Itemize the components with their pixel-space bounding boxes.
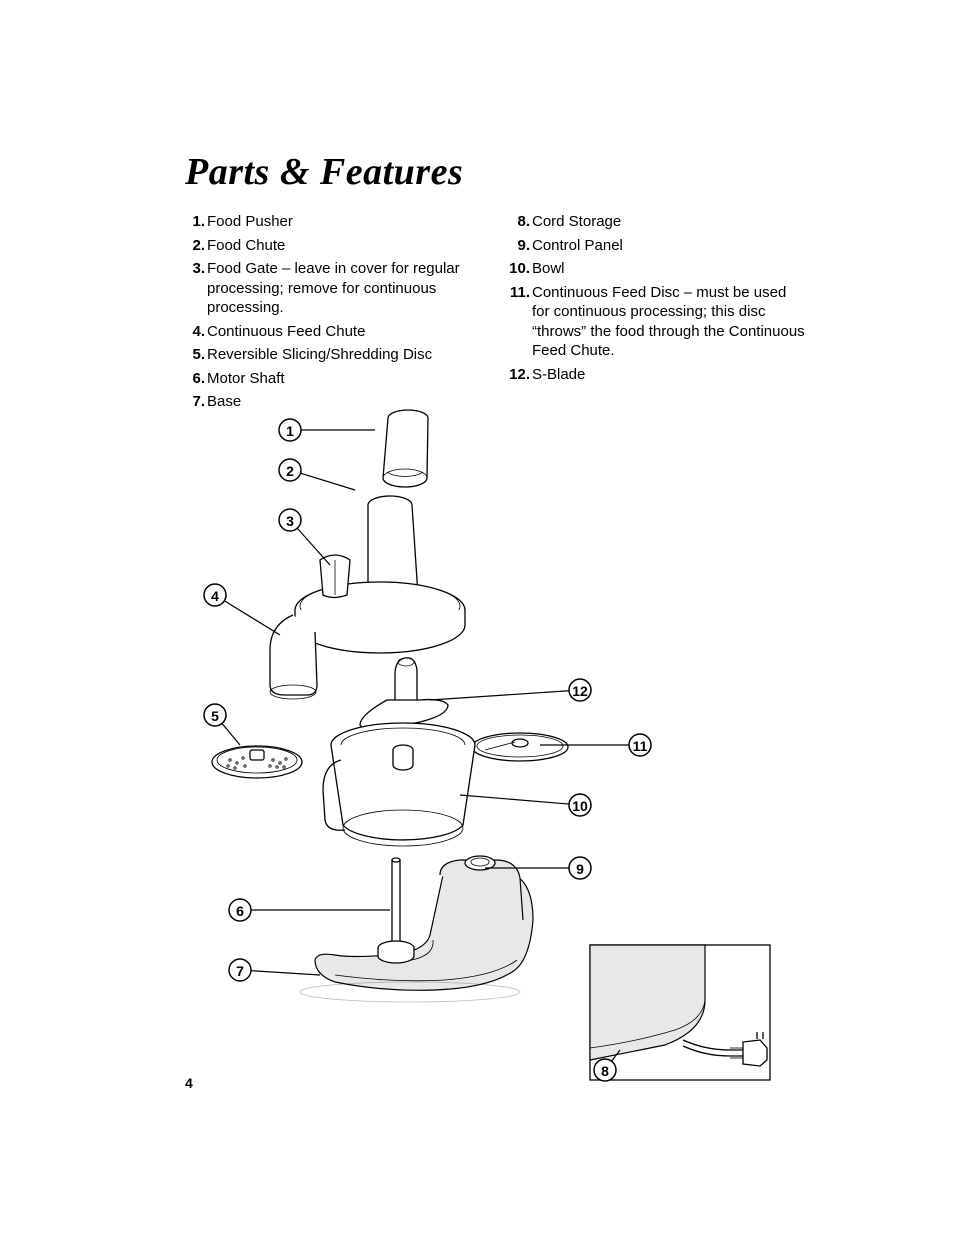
callout-leader [222, 723, 240, 745]
callout-number: 2 [286, 463, 294, 479]
callout-number: 5 [211, 708, 219, 724]
parts-list-right: 8.Cord Storage9.Control Panel10.Bowl11.C… [510, 212, 805, 416]
parts-list-number: 6. [185, 369, 205, 389]
parts-list-number: 10. [502, 259, 530, 279]
parts-list-number: 8. [510, 212, 530, 232]
parts-list-text: Food Pusher [207, 213, 293, 230]
callout-number: 7 [236, 963, 244, 979]
parts-list-text: Control Panel [532, 237, 623, 254]
parts-list-text: Reversible Slicing/Shredding Disc [207, 346, 432, 363]
parts-list-item: 3.Food Gate – leave in cover for regular… [185, 259, 480, 318]
callout-leader [297, 528, 330, 565]
callout-number: 12 [572, 683, 588, 699]
part-food-pusher [383, 410, 428, 487]
callout-number: 8 [601, 1063, 609, 1079]
parts-list-text: Motor Shaft [207, 370, 285, 387]
parts-list-number: 5. [185, 345, 205, 365]
parts-list-number: 4. [185, 322, 205, 342]
part-continuous-feed-disc [472, 733, 568, 761]
parts-list-text: Continuous Feed Disc – must be used for … [532, 284, 805, 360]
callout-number: 1 [286, 423, 294, 439]
callout-leader [251, 971, 320, 975]
part-base [300, 856, 533, 1002]
part-bowl [323, 723, 475, 846]
parts-list-text: S-Blade [532, 366, 585, 383]
parts-list-item: 9.Control Panel [510, 236, 805, 256]
callout-number: 4 [211, 588, 219, 604]
parts-list-text: Food Chute [207, 237, 285, 254]
part-reversible-disc [212, 746, 302, 778]
inset-cord-storage [590, 945, 770, 1080]
parts-list-text: Cord Storage [532, 213, 621, 230]
parts-list-item: 12.S-Blade [510, 365, 805, 385]
parts-list-number: 3. [185, 259, 205, 279]
callout-number: 6 [236, 903, 244, 919]
parts-list-item: 6.Motor Shaft [185, 369, 480, 389]
parts-list-item: 5.Reversible Slicing/Shredding Disc [185, 345, 480, 365]
parts-list-item: 10.Bowl [510, 259, 805, 279]
parts-list-item: 8.Cord Storage [510, 212, 805, 232]
parts-list-item: 11.Continuous Feed Disc – must be used f… [510, 283, 805, 361]
parts-list-left: 1.Food Pusher2.Food Chute3.Food Gate – l… [185, 212, 480, 416]
callout-leader [301, 473, 355, 490]
parts-list-number: 12. [502, 365, 530, 385]
parts-list-text: Food Gate – leave in cover for regular p… [207, 260, 460, 316]
callout-leader [460, 795, 569, 804]
parts-list-number: 11. [502, 283, 530, 303]
callout-leader [224, 601, 280, 635]
parts-list-number: 2. [185, 236, 205, 256]
parts-list-text: Continuous Feed Chute [207, 323, 365, 340]
manual-page: Parts & Features 1.Food Pusher2.Food Chu… [0, 0, 954, 1235]
parts-diagram: 123456789101112 [185, 400, 795, 1100]
parts-list-text: Bowl [532, 260, 565, 277]
parts-list-number: 1. [185, 212, 205, 232]
parts-list-number: 9. [510, 236, 530, 256]
part-s-blade [360, 658, 448, 730]
parts-list-item: 2.Food Chute [185, 236, 480, 256]
parts-list-columns: 1.Food Pusher2.Food Chute3.Food Gate – l… [185, 212, 864, 416]
callout-number: 3 [286, 513, 294, 529]
callout-leader [430, 691, 569, 700]
parts-list-item: 4.Continuous Feed Chute [185, 322, 480, 342]
parts-list-item: 1.Food Pusher [185, 212, 480, 232]
page-title: Parts & Features [185, 150, 864, 194]
callout-number: 10 [572, 798, 588, 814]
callout-number: 9 [576, 861, 584, 877]
callout-number: 11 [633, 738, 648, 754]
